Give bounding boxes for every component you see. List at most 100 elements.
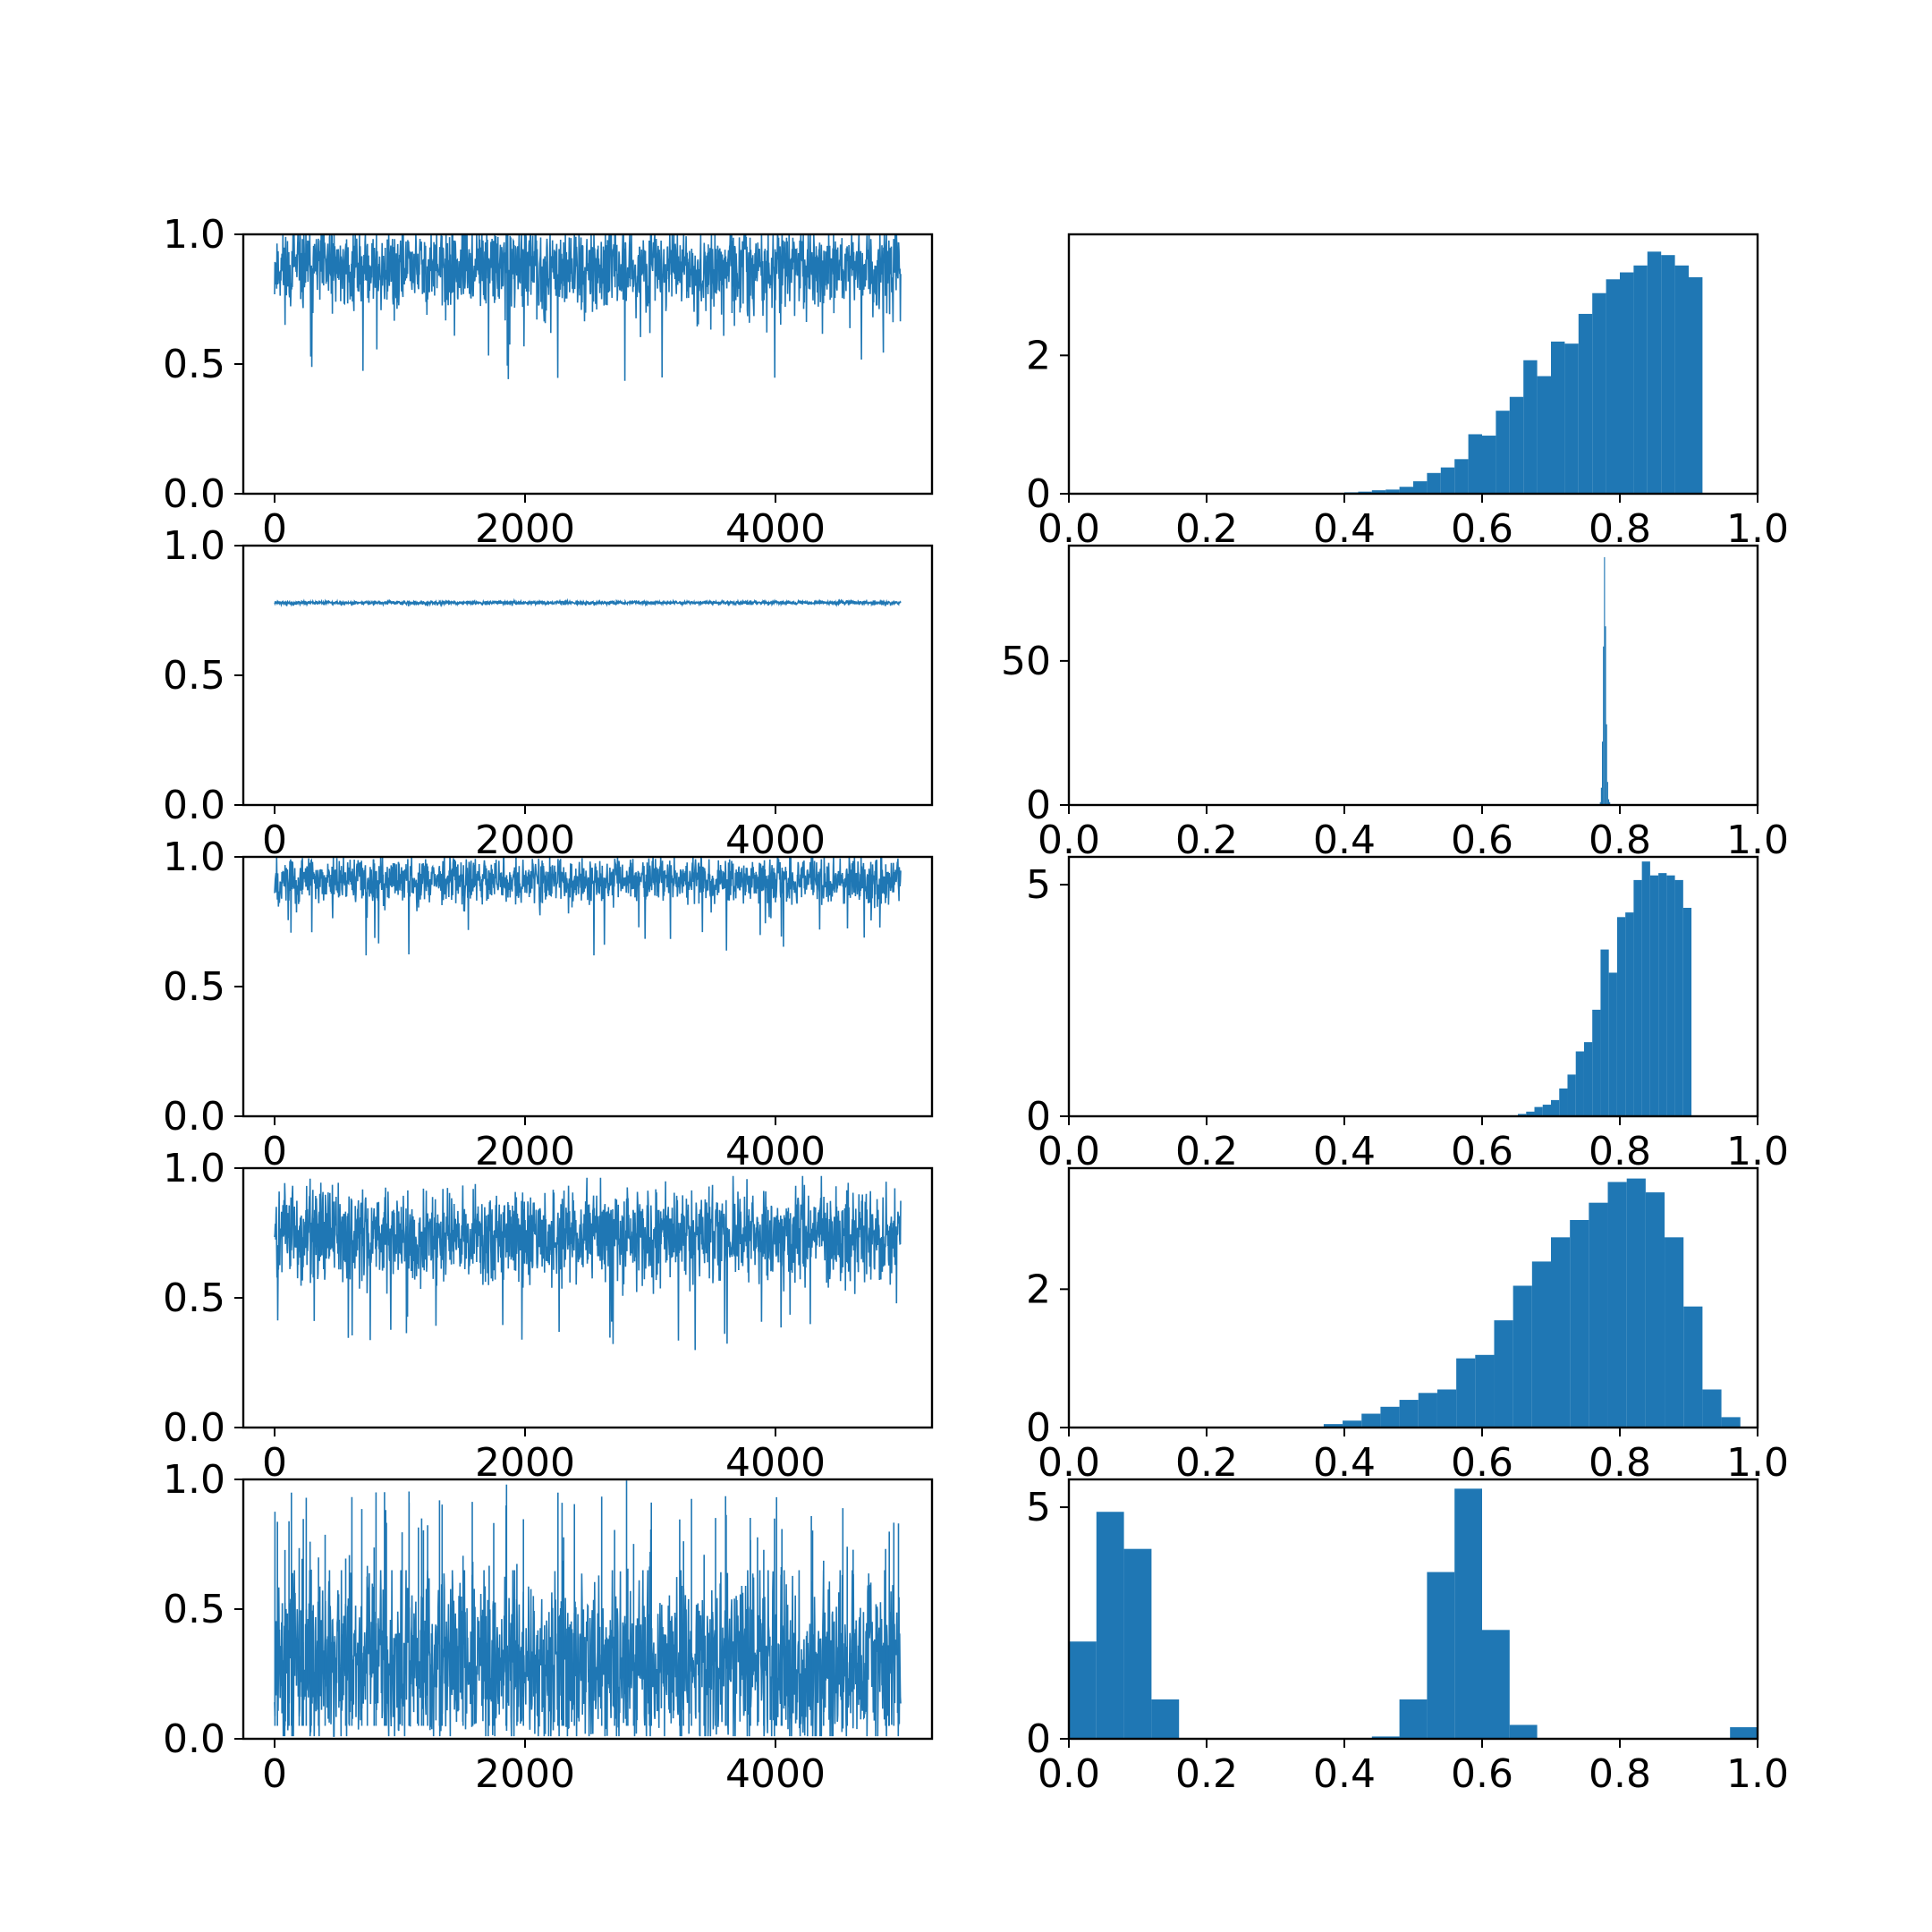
histogram-bar [1633,265,1648,494]
subplot-5-trace: 0.0 0.5 1.0 0 2000 4000 [163,1457,934,1797]
histogram-bar [1567,1074,1576,1116]
x-tick-label: 0.4 [1313,818,1376,863]
histogram-bar [1096,1512,1124,1739]
histogram-bar [1633,879,1642,1116]
subplot-4-hist: 0 2 0.0 0.2 0.4 0.6 0.8 1.0 [1026,1166,1789,1486]
histogram-bar [1399,1699,1428,1739]
x-tick-label: 0.0 [1038,818,1100,863]
plot-area [1323,1178,1741,1428]
histogram-bar [1468,434,1482,494]
plot-area [1330,251,1703,494]
histogram-bar [1551,1237,1571,1428]
plot-area [274,597,902,608]
x-tick-label: 1.0 [1726,818,1789,863]
x-tick-label: 2000 [475,1129,575,1174]
x-tick-label: 4000 [725,1129,826,1174]
x-tick-label: 2000 [475,1751,575,1797]
histogram-bar [1440,467,1455,494]
histogram-bar [1592,1009,1601,1116]
histogram-bar [1721,1417,1741,1428]
histogram-bar [1475,1354,1495,1428]
y-tick-label: 1.0 [163,523,225,569]
histogram-bar [1601,741,1604,805]
y-tick-label: 50 [1001,639,1051,684]
trace-line [274,1175,902,1351]
histogram-bar [1730,1727,1758,1739]
histogram-bar [1570,1220,1589,1428]
histogram-bar [1454,459,1469,494]
x-tick-label: 0.2 [1175,1129,1238,1174]
x-tick-label: 0.4 [1313,1440,1376,1486]
histogram-bar [1600,787,1602,805]
histogram-bar [1564,343,1579,494]
histogram-bar [1418,1393,1437,1428]
histogram-bar [1583,1042,1593,1116]
x-tick-label: 0.6 [1451,1129,1513,1174]
subplot-2-trace: 0.0 0.5 1.0 0 2000 4000 [163,523,934,863]
histogram-bar [1496,411,1510,494]
y-tick-label: 0 [1026,471,1051,517]
subplot-3-hist: 0 5 0.0 0.2 0.4 0.6 0.8 1.0 [1026,855,1789,1174]
x-tick-label: 1.0 [1726,506,1789,552]
subplot-4-trace: 0.0 0.5 1.0 0 2000 4000 [163,1146,934,1486]
x-tick-label: 0.0 [1038,506,1100,552]
x-tick-label: 0.6 [1451,506,1513,552]
subplot-1-trace: 0.0 0.5 1.0 0 2000 4000 [163,212,934,552]
x-tick-label: 0.0 [1038,1751,1100,1797]
histogram-bar [1606,279,1620,494]
histogram-bar [1609,801,1611,805]
histogram-bar [1551,341,1565,494]
histogram-bar [1559,1088,1568,1116]
histogram-bar [1518,1114,1527,1116]
y-tick-label: 0 [1026,1405,1051,1451]
histogram-bar [1616,917,1626,1116]
histogram-bar [1399,1400,1419,1428]
x-tick-label: 0.8 [1589,1129,1651,1174]
x-tick-label: 0.4 [1313,1129,1376,1174]
x-tick-label: 0.2 [1175,1440,1238,1486]
x-tick-label: 0.6 [1451,818,1513,863]
y-tick-label: 0.5 [163,964,225,1010]
subplot-3-trace: 0.0 0.5 1.0 0 2000 4000 [163,835,934,1174]
x-tick-label: 1.0 [1726,1440,1789,1486]
x-tick-label: 0.4 [1313,1751,1376,1797]
subplot-2-hist: 0 50 0.0 0.2 0.4 0.6 0.8 1.0 [1001,544,1789,863]
histogram-bar [1494,1320,1513,1428]
histogram-bar [1641,861,1650,1116]
histogram-bar [1427,1572,1455,1739]
histogram-bar [1399,487,1413,494]
x-tick-label: 0.2 [1175,1751,1238,1797]
x-tick-label: 0.6 [1451,1751,1513,1797]
x-tick-label: 4000 [725,506,826,552]
y-tick-label: 0 [1026,1716,1051,1762]
y-tick-label: 5 [1026,862,1051,908]
y-tick-label: 0.0 [163,471,225,517]
histogram-bar [1371,490,1386,494]
x-tick-label: 1.0 [1726,1129,1789,1174]
axes-frame [1067,544,1759,807]
plot-area [274,233,902,381]
x-tick-label: 2000 [475,506,575,552]
trace-line [274,856,902,956]
histogram-bar [1456,1358,1476,1428]
histogram-bar [1380,1406,1400,1428]
histogram-bar [1509,396,1524,494]
histogram-bar [1526,1111,1535,1116]
histogram-bar [1542,1105,1551,1116]
y-tick-label: 0.0 [163,1716,225,1762]
histogram-bar [1482,1630,1510,1739]
x-tick-label: 0.8 [1589,1751,1651,1797]
x-tick-label: 0.2 [1175,506,1238,552]
x-tick-label: 1.0 [1726,1751,1789,1797]
histogram-bar [1578,313,1593,494]
x-tick-label: 0 [262,1751,287,1797]
histogram-bar [1603,646,1605,805]
histogram-bar [1551,1099,1560,1117]
histogram-bar [1534,1106,1543,1116]
histogram-bar [1589,1202,1608,1428]
histogram-bar [1645,1192,1665,1428]
x-tick-label: 0.8 [1589,506,1651,552]
histogram-bar [1599,801,1601,805]
x-tick-label: 0.0 [1038,1129,1100,1174]
